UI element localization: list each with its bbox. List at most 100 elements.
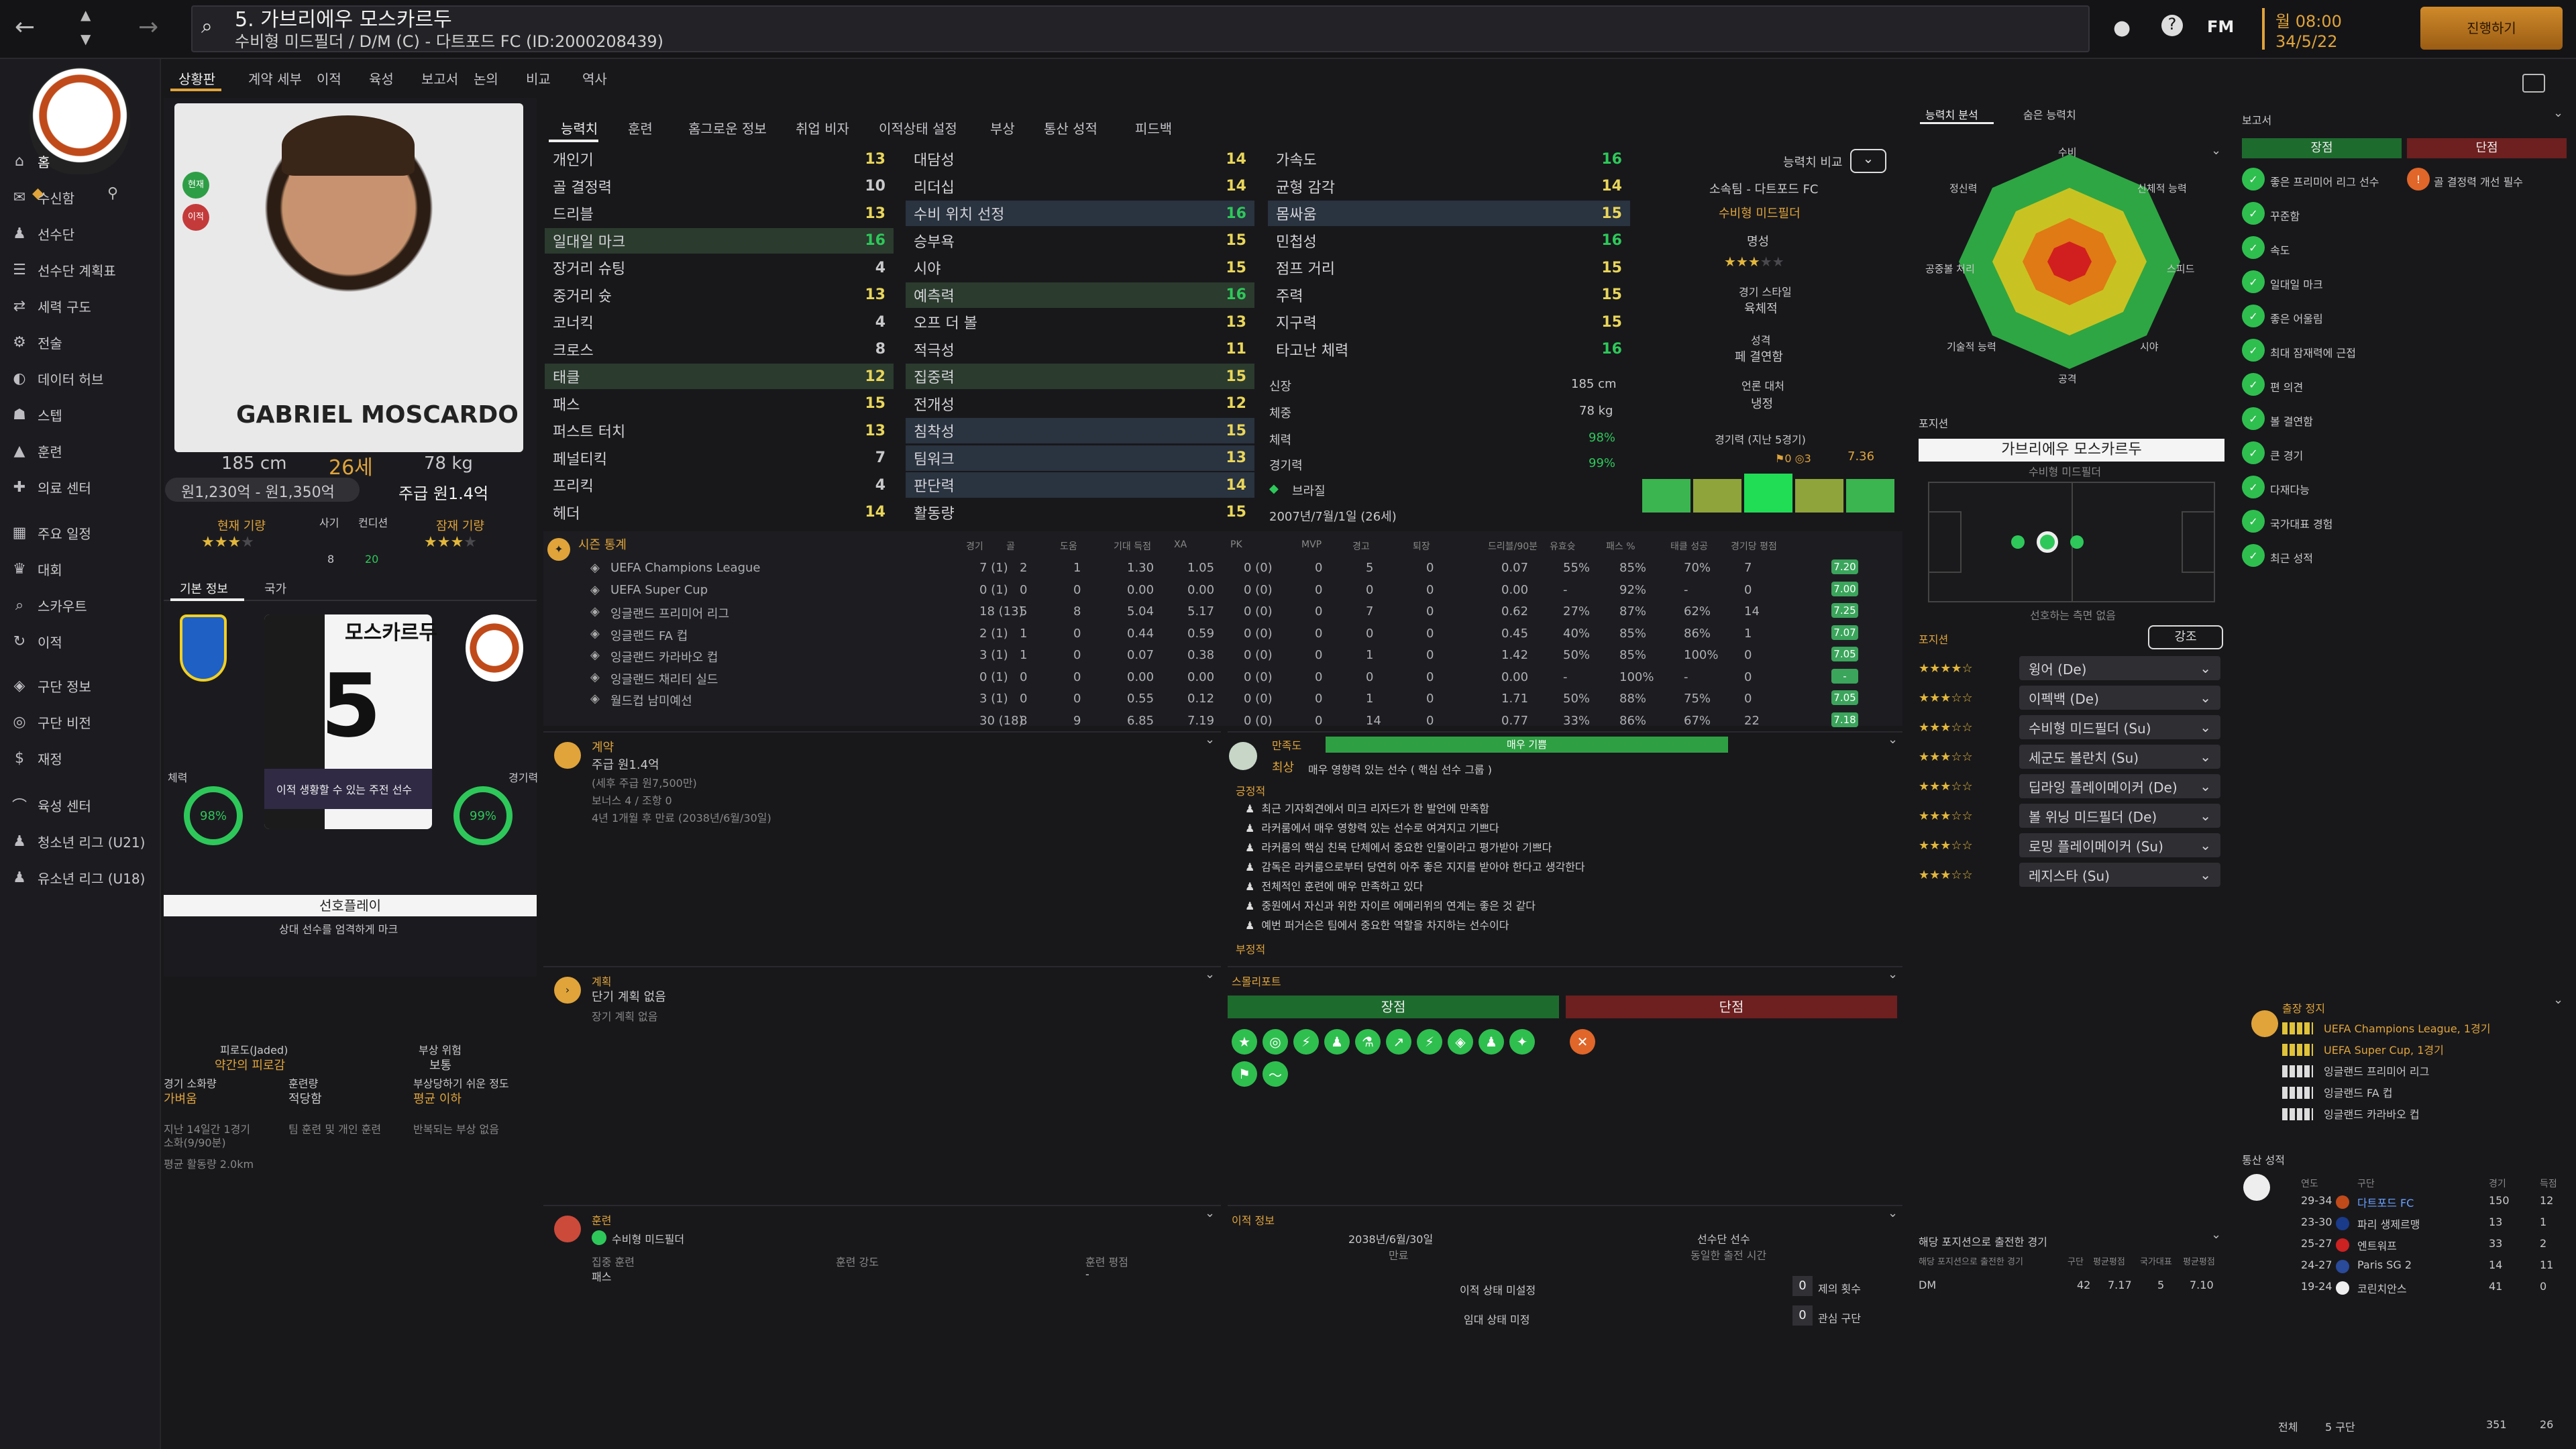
- attribute-row[interactable]: 크로스 8: [545, 337, 894, 362]
- flag-icon[interactable]: ⚑: [1232, 1061, 1257, 1087]
- season-header[interactable]: 퇴장: [1413, 541, 1430, 552]
- back-icon[interactable]: ←: [15, 13, 36, 41]
- sidebar-item-10[interactable]: ▦ 주요 일정: [0, 517, 161, 549]
- career-header[interactable]: 구단: [2357, 1179, 2375, 1189]
- pin2-icon[interactable]: ⚲: [107, 185, 119, 202]
- season-header[interactable]: MVP: [1301, 539, 1322, 550]
- attribute-row[interactable]: 개인기 13: [545, 146, 894, 172]
- role-dropdown[interactable]: 레지스타 (Su) ⌄: [2019, 863, 2220, 887]
- season-row[interactable]: ◈ 잉글랜드 FA 컵 2 (1) 1 0 0.44 0.59 0 (0) 0 0 0 0.45 40%…: [543, 623, 1902, 644]
- stars-icon[interactable]: ✦: [1509, 1029, 1535, 1055]
- sidebar-item-9[interactable]: ✚ 의료 센터: [0, 471, 161, 503]
- attribute-row[interactable]: 가속도 16: [1268, 146, 1630, 172]
- nav-tab-4[interactable]: 보고서: [421, 71, 459, 87]
- playstyle-button[interactable]: 선호플레이: [164, 895, 537, 916]
- career-club[interactable]: 다트포드 FC: [2357, 1197, 2414, 1210]
- attribute-row[interactable]: 적극성 11: [906, 337, 1254, 362]
- season-header[interactable]: 경기: [966, 541, 983, 552]
- season-header[interactable]: 기대 득점: [1114, 541, 1151, 552]
- trend-icon[interactable]: 〜: [1263, 1061, 1288, 1087]
- sidebar-item-14[interactable]: ◈ 구단 정보: [0, 669, 161, 702]
- attribute-row[interactable]: 예측력 16: [906, 282, 1254, 308]
- role-dropdown[interactable]: 볼 위닝 미드필더 (De) ⌄: [2019, 804, 2220, 828]
- sidebar-item-0[interactable]: ⌂ 홈: [0, 145, 161, 177]
- attr-tab-1[interactable]: 훈련: [628, 121, 653, 137]
- season-title[interactable]: 시즌 통계: [578, 538, 627, 552]
- attr-tab-4[interactable]: 이적상태 설정: [879, 121, 957, 137]
- attribute-row[interactable]: 판단력 14: [906, 472, 1254, 498]
- up-icon[interactable]: ▲: [80, 7, 91, 23]
- attribute-row[interactable]: 드리블 13: [545, 201, 894, 226]
- value-box[interactable]: [165, 478, 360, 502]
- tab-hidden[interactable]: 숨은 능력치: [2023, 109, 2076, 121]
- attribute-row[interactable]: 골 결정력 10: [545, 174, 894, 199]
- attr-tab-5[interactable]: 부상: [990, 121, 1015, 137]
- scout-title[interactable]: 스몰리포트: [1232, 975, 1281, 988]
- chart-icon[interactable]: ↗: [1386, 1029, 1411, 1055]
- attribute-row[interactable]: 일대일 마크 16: [545, 227, 894, 254]
- world-icon[interactable]: ●: [2113, 16, 2131, 40]
- season-row[interactable]: ◈ 잉글랜드 카라바오 컵 3 (1) 1 0 0.07 0.38 0 (0) 0 1 0 1.42 5…: [543, 644, 1902, 665]
- attribute-row[interactable]: 페널티킥 7: [545, 445, 894, 471]
- sidebar-item-4[interactable]: ⇄ 세력 구도: [0, 290, 161, 322]
- happiness-title[interactable]: 만족도: [1272, 739, 1302, 752]
- nav-tab-7[interactable]: 역사: [582, 71, 607, 87]
- speed-icon[interactable]: ⚡: [1293, 1029, 1319, 1055]
- badge-on[interactable]: 현재: [182, 172, 209, 199]
- attribute-row[interactable]: 주력 15: [1268, 282, 1630, 308]
- attribute-row[interactable]: 타고난 체력 16: [1268, 337, 1630, 362]
- season-row[interactable]: ◈ 잉글랜드 프리미어 리그 18 (13) 5 8 5.04 5.17 0 (0) 0 7 0 0.…: [543, 600, 1902, 622]
- attribute-row[interactable]: 몸싸움 15: [1268, 201, 1630, 226]
- tab-nation[interactable]: 국가: [264, 582, 287, 596]
- forward-icon[interactable]: →: [138, 13, 159, 41]
- sidebar-item-16[interactable]: $ 재정: [0, 742, 161, 774]
- sidebar-item-1[interactable]: ✉ 수신함: [0, 181, 161, 213]
- nav-tab-5[interactable]: 논의: [474, 71, 498, 87]
- attribute-row[interactable]: 시야 15: [906, 255, 1254, 280]
- shield-icon[interactable]: ◈: [1448, 1029, 1473, 1055]
- nav-tab-0[interactable]: 상황판: [178, 71, 216, 87]
- attribute-row[interactable]: 침착성 15: [906, 418, 1254, 443]
- sidebar-item-19[interactable]: ♟ 유소년 리그 (U18): [0, 861, 161, 894]
- career-header[interactable]: 경기: [2489, 1179, 2506, 1189]
- attribute-row[interactable]: 지구력 15: [1268, 309, 1630, 335]
- season-row[interactable]: ◈ UEFA Super Cup 0 (1) 0 0 0.00 0.00 0 (0) 0 0 0 0.…: [543, 579, 1902, 600]
- sidebar-item-12[interactable]: ⌕ 스카우트: [0, 589, 161, 621]
- nav-tab-3[interactable]: 육성: [369, 71, 394, 87]
- attribute-row[interactable]: 균형 감각 14: [1268, 174, 1630, 199]
- nav-tab-6[interactable]: 비교: [526, 71, 551, 87]
- sidebar-item-3[interactable]: ☰ 선수단 계획표: [0, 254, 161, 286]
- sort-button[interactable]: 강조: [2148, 625, 2223, 649]
- transfer-collapse-icon[interactable]: ⌄: [1888, 1206, 1898, 1220]
- mark-icon[interactable]: ♟: [1324, 1029, 1350, 1055]
- sidebar-item-11[interactable]: ♛ 대회: [0, 553, 161, 585]
- happiness-collapse-icon[interactable]: ⌄: [1888, 733, 1898, 747]
- season-header[interactable]: 태클 성공: [1670, 541, 1708, 552]
- suspension-title[interactable]: 출장 정지: [2282, 1002, 2325, 1015]
- role-dropdown[interactable]: 수비형 미드필더 (Su) ⌄: [2019, 715, 2220, 739]
- season-header[interactable]: 경고: [1352, 541, 1370, 552]
- career-club[interactable]: 코린치안스: [2357, 1283, 2407, 1295]
- plan-title[interactable]: 계획: [592, 975, 612, 988]
- attribute-row[interactable]: 오프 더 볼 13: [906, 309, 1254, 335]
- attribute-row[interactable]: 장거리 슈팅 4: [545, 255, 894, 280]
- role-dropdown[interactable]: 로밍 플레이메이커 (Su) ⌄: [2019, 833, 2220, 857]
- tab-analysis[interactable]: 능력치 분석: [1925, 109, 1978, 121]
- role-dropdown[interactable]: 이펙백 (De) ⌄: [2019, 686, 2220, 710]
- analysis-collapse-icon[interactable]: ⌄: [2211, 144, 2222, 158]
- compare-dropdown[interactable]: ⌄: [1850, 149, 1886, 173]
- attribute-row[interactable]: 활동량 15: [906, 500, 1254, 525]
- search-bar[interactable]: [191, 5, 2090, 52]
- sidebar-item-17[interactable]: ⌒ 육성 센터: [0, 789, 161, 821]
- contract-collapse-icon[interactable]: ⌄: [1205, 733, 1216, 747]
- badge-off[interactable]: 이적: [182, 204, 209, 231]
- attribute-row[interactable]: 집중력 15: [906, 364, 1254, 389]
- career-header[interactable]: 득점: [2540, 1179, 2557, 1189]
- pin-icon[interactable]: ◆: [32, 185, 44, 202]
- crowd-icon[interactable]: ♟: [1479, 1029, 1504, 1055]
- fm-logo[interactable]: FM: [2207, 17, 2235, 36]
- season-header[interactable]: 도움: [1060, 541, 1077, 552]
- transfer-title[interactable]: 이적 정보: [1232, 1214, 1275, 1227]
- attribute-row[interactable]: 퍼스트 터치 13: [545, 418, 894, 443]
- attribute-row[interactable]: 중거리 슛 13: [545, 282, 894, 308]
